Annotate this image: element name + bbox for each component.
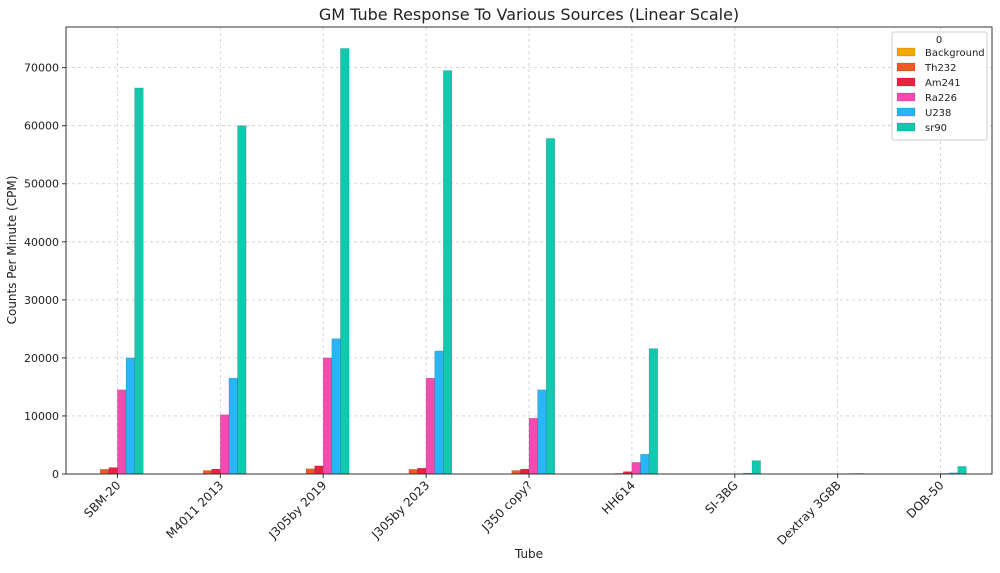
y-tick-label: 30000 — [24, 294, 59, 307]
y-tick-label: 70000 — [24, 62, 59, 75]
x-tick-label: SI-3BG — [702, 478, 741, 517]
bar-sr90-4 — [546, 138, 555, 474]
bar-am241-4 — [520, 469, 529, 474]
legend-label: sr90 — [925, 123, 947, 134]
bar-ra226-1 — [220, 415, 229, 474]
x-tick-label: M4011 2013 — [163, 478, 226, 541]
bar-th232-4 — [512, 471, 521, 474]
bar-sr90-2 — [340, 48, 349, 474]
grid — [66, 27, 992, 474]
legend-swatch — [897, 78, 915, 86]
legend-label: Th232 — [924, 63, 957, 74]
bar-u238-1 — [229, 378, 238, 474]
bar-sr90-3 — [443, 71, 452, 474]
bar-ra226-5 — [632, 462, 641, 474]
bar-am241-0 — [109, 468, 118, 474]
x-tick-label: SBM-20 — [81, 478, 123, 520]
bar-th232-2 — [306, 469, 315, 474]
x-tick-label: J305by 2023 — [368, 478, 432, 542]
x-tick-label: Dextray 3G8B — [774, 478, 843, 547]
y-tick-label: 40000 — [24, 236, 59, 249]
bar-am241-3 — [418, 468, 427, 474]
legend-label: Background — [925, 48, 985, 59]
bar-ra226-3 — [426, 378, 435, 474]
legend-swatch — [897, 63, 915, 71]
y-axis-ticks: 0 10000 20000 30000 40000 50000 60000 70000 — [24, 62, 66, 481]
bar-u238-4 — [538, 390, 547, 474]
y-tick-label: 20000 — [24, 352, 59, 365]
bar-th232-0 — [100, 469, 109, 474]
bar-u238-3 — [435, 351, 444, 474]
chart-title: GM Tube Response To Various Sources (Lin… — [319, 5, 739, 24]
legend-swatch — [897, 93, 915, 101]
bar-sr90-5 — [649, 349, 658, 474]
legend-label: Am241 — [925, 78, 961, 89]
bar-sr90-8 — [958, 466, 967, 474]
bar-u238-2 — [332, 339, 341, 474]
legend: 0 Background Th232 Am241 Ra226 U238 sr90 — [892, 32, 987, 140]
bar-ra226-0 — [117, 390, 126, 474]
y-tick-label: 50000 — [24, 178, 59, 191]
legend-title: 0 — [936, 35, 942, 46]
bar-th232-1 — [203, 471, 212, 474]
x-axis-ticks: SBM-20 M4011 2013 J305by 2019 J305by 2023 J3… — [81, 474, 946, 548]
x-tick-label: J305by 2019 — [265, 478, 329, 542]
legend-swatch — [897, 108, 915, 116]
y-tick-label: 0 — [52, 468, 59, 481]
x-tick-label: J350 copy? — [478, 478, 535, 535]
legend-swatch — [897, 48, 915, 56]
bar-sr90-6 — [752, 461, 761, 474]
bar-u238-5 — [640, 454, 649, 474]
bar-am241-1 — [212, 469, 221, 474]
bar-th232-3 — [409, 469, 418, 474]
y-axis-label: Counts Per Minute (CPM) — [5, 176, 19, 325]
bar-sr90-1 — [238, 126, 247, 474]
legend-label: U238 — [925, 108, 951, 119]
legend-label: Ra226 — [925, 93, 957, 104]
bar-u238-0 — [126, 358, 135, 474]
bar-ra226-4 — [529, 418, 538, 474]
y-tick-label: 60000 — [24, 120, 59, 133]
legend-swatch — [897, 123, 915, 131]
x-tick-label: HH614 — [599, 478, 638, 517]
x-axis-label: Tube — [514, 547, 543, 561]
bar-sr90-0 — [135, 88, 144, 474]
y-tick-label: 10000 — [24, 410, 59, 423]
bar-ra226-2 — [323, 358, 332, 474]
bar-am241-2 — [315, 466, 324, 474]
x-tick-label: DOB-50 — [904, 478, 947, 521]
